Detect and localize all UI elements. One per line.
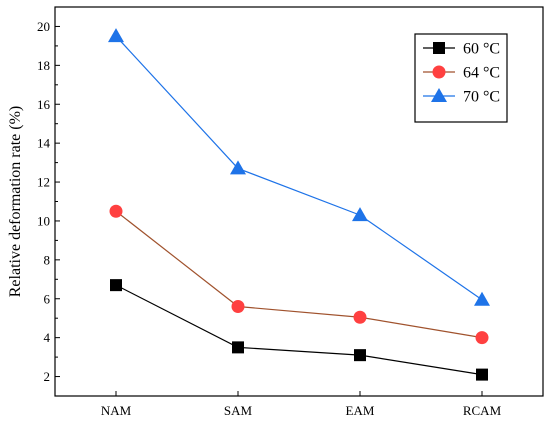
data-point [230,160,246,175]
data-point [476,368,488,381]
y-tick-label: 6 [44,291,51,306]
y-tick-label: 4 [44,330,51,345]
y-tick-label: 20 [37,19,50,34]
legend-label: 64 °C [463,65,500,82]
legend-label: 60 °C [463,41,500,58]
y-tick-label: 16 [37,97,51,112]
data-point [108,28,124,43]
y-tick-label: 10 [37,213,50,228]
legend-marker [431,88,447,102]
x-tick-label: RCAM [463,403,502,418]
y-tick-label: 8 [44,252,51,267]
x-tick-label: EAM [346,403,375,418]
data-point [232,341,244,354]
y-tick-label: 2 [44,369,51,384]
data-point [475,331,489,345]
y-tick-label: 12 [37,175,50,190]
axes: 2 4 6 8 10 12 14 16 18 20 NAM SAM EAM RCAM [37,6,544,418]
x-tick-label: SAM [224,403,253,418]
data-point [109,204,123,218]
data-point [354,349,366,362]
y-tick-label: 18 [37,58,50,73]
legend-marker [432,65,446,79]
y-tick-label: 14 [37,136,51,151]
data-point [110,279,122,292]
legend-marker [433,42,445,54]
legend-label: 70 °C [463,89,500,106]
data-point [231,300,245,314]
y-axis-title: Relative deformation rate (%) [7,106,24,297]
data-point [353,310,367,324]
series-line [115,35,483,301]
series-line [115,284,483,376]
legend-box [414,33,508,123]
data-point [474,291,490,306]
legend: 60 °C 64 °C 70 °C [414,33,508,123]
x-tick-label: NAM [101,403,132,418]
plot-area [108,28,490,381]
series-line [115,210,483,339]
data-point [352,207,368,222]
